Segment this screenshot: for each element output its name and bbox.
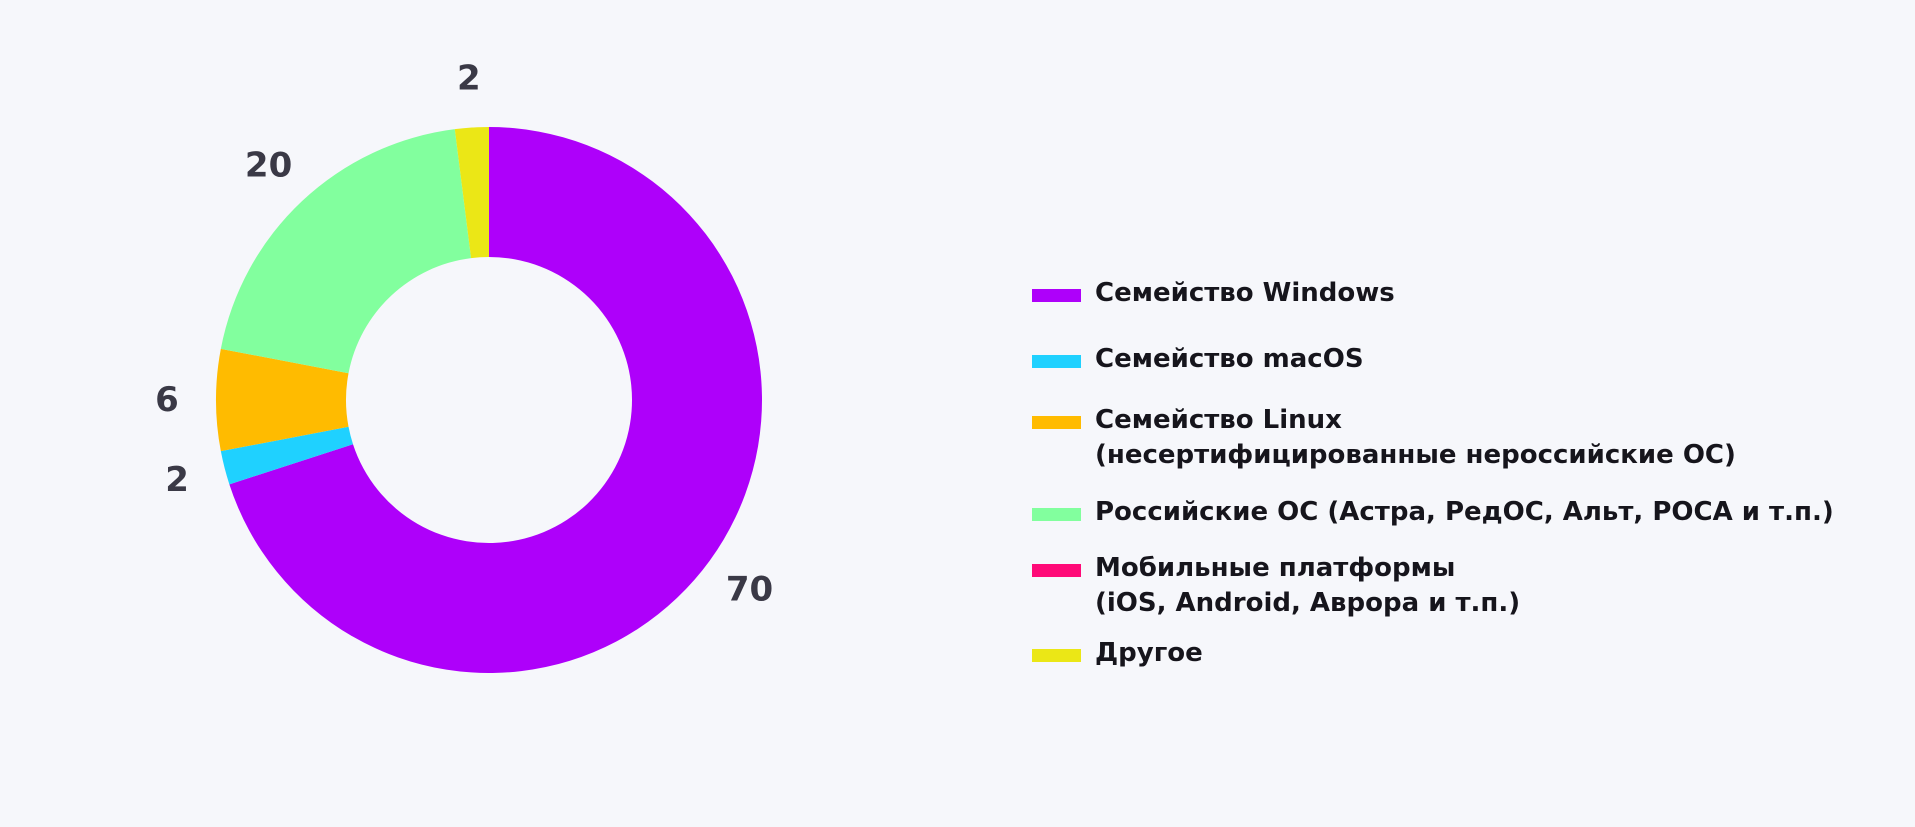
legend-label-macos: Семейство macOS bbox=[1095, 344, 1364, 374]
legend-label-russian-os: Российские ОС (Астра, РедОС, Альт, РОСА … bbox=[1095, 497, 1834, 527]
legend-item-other: Другое bbox=[1032, 636, 1892, 671]
slice-russian-os bbox=[220, 129, 472, 374]
legend-swatch-windows bbox=[1032, 289, 1081, 302]
slice-linux bbox=[216, 348, 349, 452]
legend-swatch-macos bbox=[1032, 355, 1081, 368]
data-label-russian-os: 20 bbox=[245, 145, 292, 185]
data-label-other: 2 bbox=[457, 59, 481, 99]
data-labels: 70 2 6 20 2 bbox=[155, 59, 773, 610]
legend-item-russian-os: Российские ОС (Астра, РедОС, Альт, РОСА … bbox=[1032, 495, 1892, 530]
legend: Семейство Windows Семейство macOS Семейс… bbox=[1032, 276, 1892, 671]
data-label-linux: 6 bbox=[155, 380, 179, 420]
legend-label-mobile-line1: Мобильные платформы bbox=[1095, 553, 1456, 583]
legend-label-linux-line2: (несертифицированные нероссийские ОС) bbox=[1095, 440, 1736, 470]
legend-swatch-russian-os bbox=[1032, 508, 1081, 521]
legend-label-other: Другое bbox=[1095, 638, 1203, 668]
slice-macos bbox=[220, 426, 353, 485]
legend-item-windows: Семейство Windows bbox=[1032, 276, 1892, 311]
donut-slices bbox=[216, 127, 762, 673]
data-label-windows: 70 bbox=[726, 569, 773, 609]
data-label-macos: 2 bbox=[165, 460, 189, 500]
legend-label-linux-line1: Семейство Linux bbox=[1095, 405, 1342, 435]
legend-item-macos: Семейство macOS bbox=[1032, 342, 1892, 377]
legend-swatch-linux bbox=[1032, 416, 1081, 429]
slice-other bbox=[454, 127, 489, 259]
legend-label-mobile-line2: (iOS, Android, Аврора и т.п.) bbox=[1095, 588, 1521, 618]
legend-swatch-other bbox=[1032, 649, 1081, 662]
legend-label-windows: Семейство Windows bbox=[1095, 278, 1395, 308]
legend-item-linux: Семейство Linux (несертифицированные нер… bbox=[1032, 403, 1892, 473]
legend-item-mobile: Мобильные платформы (iOS, Android, Аврор… bbox=[1032, 551, 1892, 621]
slice-windows bbox=[229, 127, 762, 673]
legend-swatch-mobile bbox=[1032, 564, 1081, 577]
